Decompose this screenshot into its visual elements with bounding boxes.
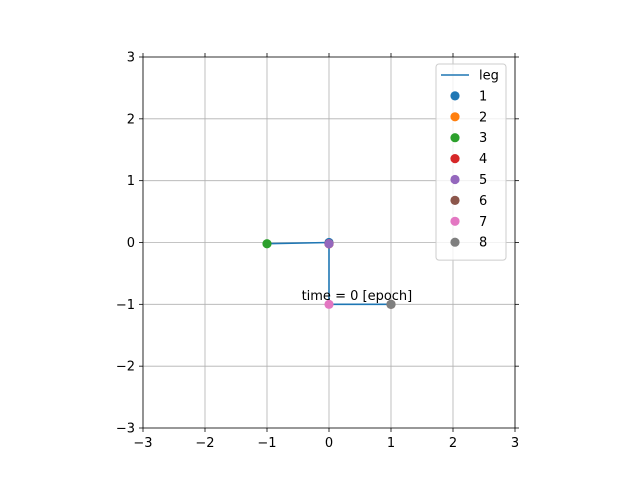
legend-box [435, 63, 507, 261]
legend-label-2: 2 [479, 110, 487, 125]
legend-marker-7 [450, 216, 460, 226]
legend-marker-6 [450, 195, 460, 205]
legend-label-leg: leg [479, 69, 499, 84]
x-tick-label: 0 [325, 436, 333, 451]
legend-marker-4 [450, 154, 460, 164]
y-tick-label: −2 [116, 360, 135, 375]
legend-marker-3 [450, 133, 460, 143]
tick-labels: −3 −2 −1 0 1 2 3 −3 −2 −1 0 1 2 3 [116, 51, 519, 452]
y-tick-label: −1 [116, 298, 135, 313]
axes-frame [142, 56, 516, 429]
y-tick-label: 2 [127, 112, 135, 127]
tick-marks [139, 53, 519, 432]
legend-label-7: 7 [479, 215, 487, 230]
y-tick-label: 3 [127, 51, 135, 66]
plot-series [262, 237, 396, 309]
y-tick-label: 1 [127, 174, 135, 189]
point-3 [262, 239, 272, 249]
legend: leg 1 2 3 4 5 6 7 8 [435, 63, 507, 261]
x-tick-label: 2 [449, 436, 457, 451]
legend-label-1: 1 [479, 89, 487, 104]
point-8 [386, 299, 396, 309]
legend-label-6: 6 [479, 194, 487, 209]
legend-marker-1 [450, 91, 460, 101]
legend-label-3: 3 [479, 131, 487, 146]
legend-marker-2 [450, 112, 460, 122]
x-tick-label: −2 [195, 436, 214, 451]
legend-label-4: 4 [479, 152, 487, 167]
y-tick-label: −3 [116, 422, 135, 437]
point-7 [324, 299, 334, 309]
legend-marker-5 [450, 174, 460, 185]
y-tick-label: 0 [127, 236, 135, 251]
leg-line [266, 241, 391, 306]
x-tick-label: −1 [257, 436, 276, 451]
legend-label-8: 8 [479, 236, 487, 251]
x-tick-label: 3 [511, 436, 519, 451]
x-tick-label: −3 [133, 436, 152, 451]
legend-label-5: 5 [479, 173, 487, 188]
x-tick-label: 1 [387, 436, 395, 451]
time-annotation: time = 0 [epoch] [302, 289, 413, 304]
legend-marker-8 [450, 237, 460, 247]
point-5 [324, 239, 334, 249]
